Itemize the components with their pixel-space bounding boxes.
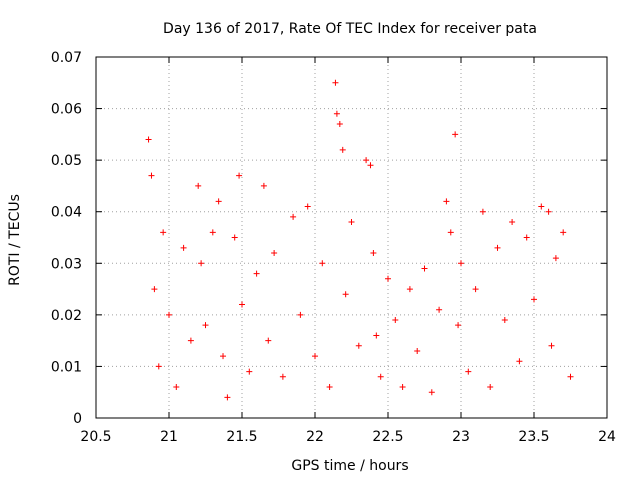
y-tick-label: 0.02 [51,308,82,324]
data-point [260,182,267,189]
data-point [363,157,370,164]
data-point [436,306,443,313]
y-tick-label: 0.01 [51,359,82,375]
y-tick-label: 0.06 [51,102,82,118]
y-tick-label: 0.07 [51,50,82,66]
data-point [392,317,399,324]
data-point [246,368,253,375]
data-point [406,286,413,293]
grid-lines [96,57,607,418]
data-point [160,229,167,236]
data-point [145,136,152,143]
data-point [151,286,158,293]
data-point [195,182,202,189]
data-point [501,317,508,324]
x-tick-label: 23 [452,429,470,445]
data-point [487,384,494,391]
x-tick-label: 22.5 [372,429,403,445]
data-point [399,384,406,391]
data-point [215,198,222,205]
data-point [319,260,326,267]
data-point [202,322,209,329]
data-point [421,265,428,272]
data-point [370,249,377,256]
data-point [538,203,545,210]
data-point [385,275,391,282]
data-point [236,172,243,179]
data-points [145,79,574,401]
data-point [472,286,479,293]
data-point [455,322,462,329]
data-point [452,131,459,138]
x-tick-label: 20.5 [80,429,111,445]
data-point [567,373,574,380]
data-point [198,260,205,267]
data-point [173,384,180,391]
data-point [516,358,523,365]
data-point [271,249,278,256]
data-point [220,353,227,360]
x-tick-label: 24 [598,429,616,445]
data-point [326,384,333,391]
data-point [348,219,355,226]
plot-frame [95,56,608,419]
data-point [187,337,194,344]
data-point [333,110,340,117]
x-tick-label: 23.5 [518,429,549,445]
data-point [560,229,567,236]
data-point [155,363,162,370]
data-point [180,244,187,251]
data-point [231,234,238,241]
data-point [339,146,346,153]
data-point [166,311,172,318]
data-point [531,296,537,303]
data-point [414,347,421,354]
x-tick-label: 21.5 [226,429,257,445]
data-point [494,244,501,251]
data-point [465,368,472,375]
data-point [458,260,464,267]
data-point [367,162,374,169]
data-point [355,342,362,349]
chart-title: Day 136 of 2017, Rate Of TEC Index for r… [163,21,537,37]
data-point [377,373,384,380]
data-point [552,255,559,262]
x-tick-label: 22 [306,429,324,445]
y-tick-label: 0 [73,411,82,427]
data-point [342,291,349,298]
data-point [443,198,450,205]
y-tick-label: 0.04 [51,205,82,221]
data-point [523,234,530,241]
data-point [479,208,486,215]
x-axis-label: GPS time / hours [291,458,408,474]
data-point [253,270,260,277]
axis-ticks: 20.5 21 21.5 22 22.5 23 23.5 24 0 0.01 0.02 0.03 0.0… [51,50,616,445]
data-point [209,229,216,236]
data-point [297,311,304,318]
data-point [336,121,343,128]
data-point [428,389,435,396]
y-tick-label: 0.03 [51,256,82,272]
data-point [509,219,516,226]
data-point [447,229,454,236]
data-point [373,332,380,339]
data-point [239,301,245,308]
data-point [548,342,555,349]
y-tick-label: 0.05 [51,153,82,169]
data-point [148,172,155,179]
y-axis-label: ROTI / TECUs [7,194,23,286]
data-point [332,79,339,86]
data-point [265,337,272,344]
data-point [545,208,552,215]
x-tick-label: 21 [160,429,178,445]
data-point [224,394,231,401]
data-point [290,213,297,220]
data-point [312,353,318,360]
data-point [279,373,286,380]
data-point [304,203,311,210]
